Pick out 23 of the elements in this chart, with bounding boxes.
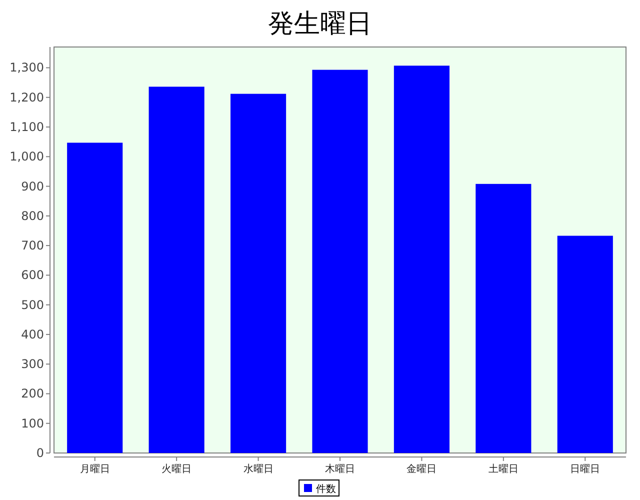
x-tick-label: 土曜日	[488, 463, 518, 475]
x-tick-label: 金曜日	[406, 463, 437, 475]
y-tick-label: 1,300	[10, 60, 44, 75]
y-tick-label: 400	[21, 327, 44, 342]
x-tick-label: 木曜日	[325, 463, 355, 475]
y-tick-label: 100	[21, 416, 44, 430]
y-tick-label: 300	[21, 357, 44, 372]
y-tick-label: 200	[21, 386, 44, 401]
y-tick-label: 900	[21, 179, 44, 194]
x-tick-label: 日曜日	[570, 463, 600, 475]
y-tick-label: 600	[21, 268, 44, 282]
y-tick-label: 800	[21, 208, 44, 223]
y-tick-label: 1,000	[10, 150, 44, 164]
y-tick-label: 1,200	[10, 90, 44, 104]
x-tick-label: 火曜日	[162, 463, 192, 475]
y-tick-label: 0	[36, 446, 44, 460]
x-tick-label: 水曜日	[243, 463, 274, 475]
chart-title: 発生曜日	[268, 9, 372, 39]
x-tick-label: 月曜日	[80, 463, 110, 475]
y-tick-label: 700	[21, 238, 44, 253]
y-tick-label: 500	[21, 298, 44, 312]
legend-label: 件数	[316, 484, 336, 495]
y-tick-label: 1,100	[10, 120, 44, 134]
